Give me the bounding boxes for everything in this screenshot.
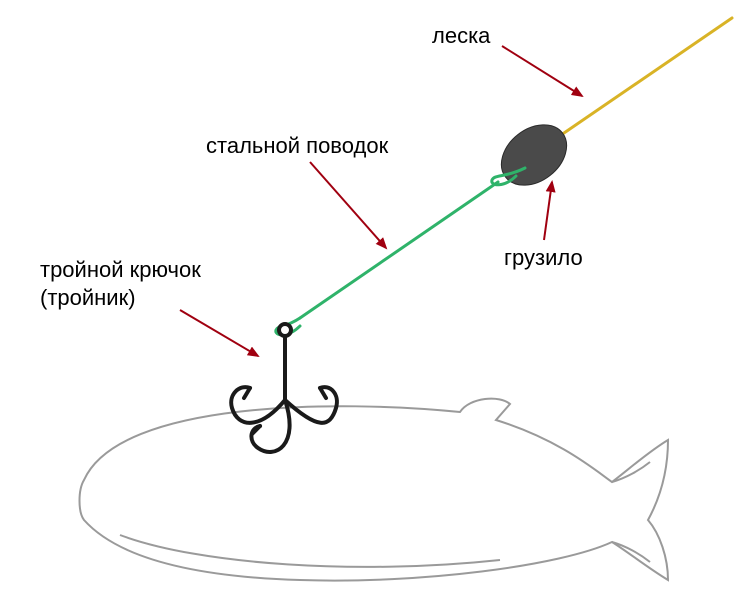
main-line [545, 18, 732, 146]
label-hook-line1: тройной крючок [40, 257, 201, 282]
arrow-sinker [544, 182, 552, 240]
label-hook: тройной крючок (тройник) [40, 256, 201, 311]
label-sinker: грузило [504, 244, 583, 272]
treble-hook [231, 324, 337, 452]
arrow-hook [180, 310, 258, 356]
leader-line [276, 168, 525, 335]
arrow-line [502, 46, 582, 96]
arrow-leader [310, 162, 386, 248]
label-line: леска [432, 22, 490, 50]
label-hook-line2: (тройник) [40, 285, 136, 310]
callout-arrows [180, 46, 582, 356]
label-leader: стальной поводок [206, 132, 388, 160]
fish-shape [80, 399, 669, 581]
